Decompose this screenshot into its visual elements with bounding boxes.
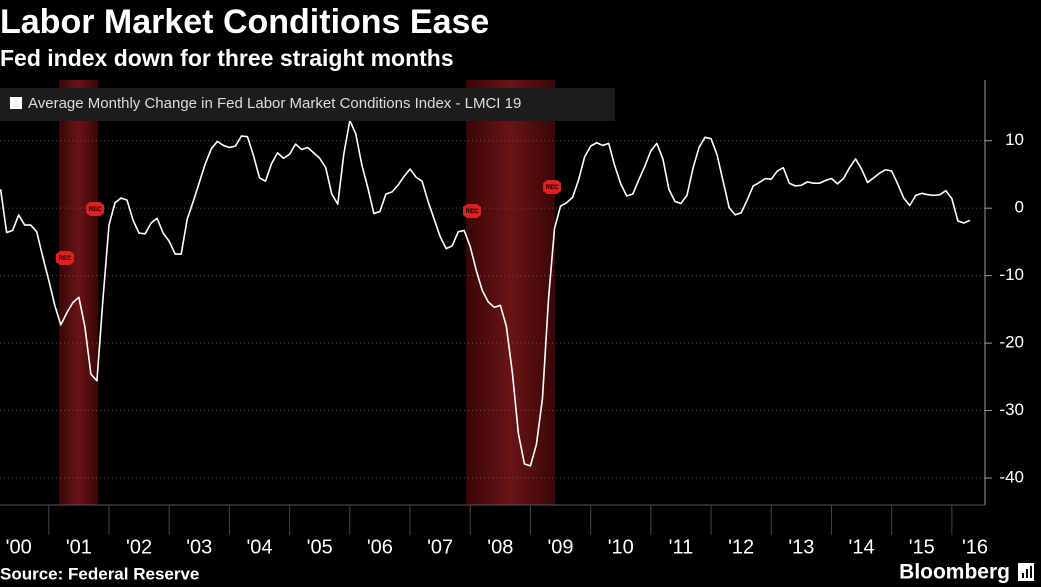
credit-icon-bar	[1030, 566, 1032, 578]
rec-badge	[86, 202, 105, 216]
credit-icon-bar	[1026, 569, 1028, 578]
legend-box	[0, 88, 615, 121]
x-tick-label: '15	[909, 536, 935, 558]
recession-band	[466, 80, 556, 505]
x-tick-label: '16	[962, 536, 988, 558]
rec-badge-label: REC	[89, 207, 102, 213]
credit: Bloomberg	[899, 561, 1010, 584]
y-tick-label: -20	[999, 333, 1024, 352]
x-tick-label: '09	[547, 536, 573, 558]
rec-badge	[543, 180, 562, 194]
x-tick-label: '14	[849, 536, 875, 558]
y-tick-label: 10	[1005, 130, 1024, 149]
plot-area: 10 0 -10 -20 -30 -40 '00 '01 '02 '03 '04 '05 '06 '07 '…	[0, 80, 1024, 558]
rec-badge-label: REC	[59, 256, 72, 262]
y-tick-label: -30	[999, 400, 1024, 419]
rec-badge	[463, 204, 482, 218]
x-tick-label: '10	[608, 536, 634, 558]
x-tick-label: '07	[427, 536, 453, 558]
x-tick-label: '02	[126, 536, 152, 558]
rec-badge-label: REC	[466, 209, 479, 215]
recession-band	[59, 80, 99, 505]
chart-title: Labor Market Conditions Ease	[0, 3, 489, 41]
x-tick-label: '03	[186, 536, 212, 558]
x-tick-label: '01	[66, 536, 92, 558]
legend-label: Average Monthly Change in Fed Labor Mark…	[28, 95, 521, 112]
x-tick-label: '08	[487, 536, 513, 558]
y-tick-label: -10	[999, 265, 1024, 284]
credit-icon-bar	[1022, 573, 1024, 578]
x-tick-label: '04	[246, 536, 272, 558]
rec-badge-label: REC	[546, 185, 559, 191]
rec-badge	[56, 251, 75, 265]
y-tick-label: 0	[1015, 198, 1024, 217]
source: Source: Federal Reserve	[0, 564, 199, 583]
x-tick-label: '00	[6, 536, 32, 558]
x-tick-label: '05	[307, 536, 333, 558]
legend-swatch	[10, 97, 22, 109]
chart-subtitle: Fed index down for three straight months	[0, 45, 454, 71]
x-tick-label: '13	[788, 536, 814, 558]
series-line	[0, 119, 971, 467]
x-tick-label: '12	[728, 536, 754, 558]
x-tick-label: '11	[669, 536, 694, 558]
y-tick-label: -40	[999, 468, 1024, 487]
x-tick-label: '06	[367, 536, 393, 558]
